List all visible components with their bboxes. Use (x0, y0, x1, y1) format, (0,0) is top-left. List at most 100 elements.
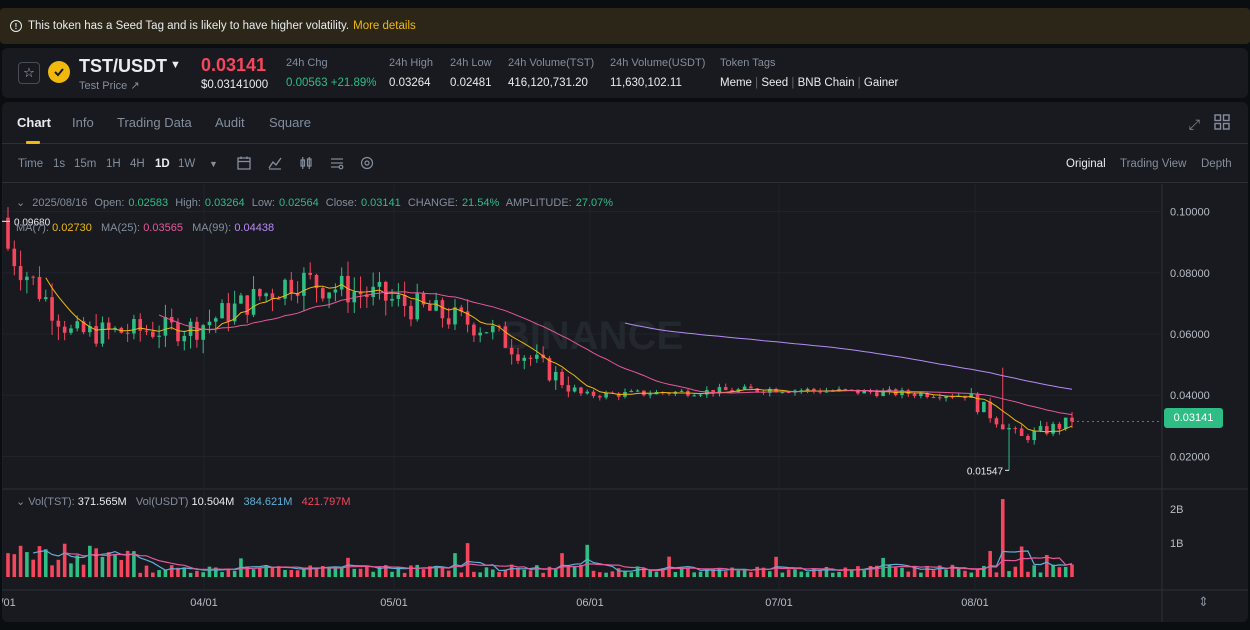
y-tick-label: 0.02000 (1170, 451, 1210, 463)
volume-bar (969, 572, 974, 577)
volume-bar (201, 572, 205, 577)
test-price-link[interactable]: Test Price ↗ (79, 80, 140, 92)
tag-bnb-chain[interactable]: BNB Chain (797, 77, 855, 89)
candle-body (339, 275, 344, 290)
volume-bar (270, 567, 275, 577)
interval-1h[interactable]: 1H (106, 158, 121, 170)
volume-bar (912, 567, 917, 577)
interval-dropdown-icon[interactable]: ▼ (209, 159, 218, 169)
volume-bar (88, 545, 92, 577)
candle-body (163, 316, 168, 336)
y-tick-label: 0.10000 (1170, 207, 1210, 219)
tag-meme[interactable]: Meme (720, 77, 752, 89)
interval-1d[interactable]: 1D (155, 158, 170, 170)
candle-body (528, 357, 533, 359)
candle-body (56, 320, 61, 327)
tag-gainer[interactable]: Gainer (863, 77, 899, 89)
view-trading-view[interactable]: Trading View (1120, 158, 1187, 170)
volume-bar (528, 570, 533, 577)
target-settings-icon[interactable] (360, 156, 374, 173)
indicator-icon[interactable] (268, 156, 282, 173)
collapse-caret-icon[interactable]: ⌄ (16, 197, 26, 209)
volume-bar (220, 572, 224, 577)
collapse-caret-icon[interactable]: ⌄ (16, 496, 26, 508)
volume-bar (660, 568, 665, 577)
volume-bar (761, 567, 766, 577)
interval-time[interactable]: Time (18, 158, 44, 170)
warning-banner: ! This token has a Seed Tag and is likel… (0, 8, 1250, 44)
candle-body (465, 311, 470, 325)
candle-body (434, 300, 438, 311)
candle-body (919, 393, 923, 397)
candle-body (975, 393, 980, 413)
more-details-link[interactable]: More details (353, 20, 416, 32)
candle-body (151, 331, 155, 337)
volume-bar (516, 568, 520, 577)
candle-body (937, 397, 942, 399)
fullscreen-icon[interactable]: ⤢ (1188, 116, 1200, 132)
x-tick-label: 07/01 (765, 597, 793, 609)
view-depth[interactable]: Depth (1201, 158, 1232, 170)
tab-square[interactable]: Square (269, 115, 311, 130)
tab-audit[interactable]: Audit (215, 115, 245, 130)
volume-bar (472, 571, 476, 577)
tab-chart[interactable]: Chart (17, 115, 51, 130)
candle-body (774, 388, 778, 393)
volume-bar (289, 569, 294, 577)
view-original[interactable]: Original (1066, 158, 1106, 170)
pair-selector[interactable]: TST/USDT (79, 56, 167, 76)
interval-15m[interactable]: 15m (74, 158, 97, 170)
interval-1s[interactable]: 1s (53, 158, 66, 170)
auto-scale-icon[interactable]: ⇕ (1198, 594, 1209, 609)
candle-body (900, 390, 904, 396)
candle-type-icon[interactable] (299, 156, 313, 173)
kline-svg[interactable]: 0.10000 0.08000 0.06000 0.04000 0.02000 2B 1B 0… (2, 184, 1248, 622)
volume-bar (711, 569, 715, 577)
candle-body (547, 358, 552, 381)
panel-tabs: Chart Info Trading Data Audit Square ⤢ (2, 102, 1248, 144)
candle-body (314, 274, 319, 289)
candle-body (799, 390, 804, 392)
candle-body (887, 389, 892, 392)
volume-bar (893, 567, 898, 577)
volume-bar (982, 565, 986, 577)
volume-bar (849, 570, 854, 577)
volume-bar (434, 566, 438, 577)
tab-info[interactable]: Info (72, 115, 94, 130)
layout-grid-icon[interactable] (1214, 114, 1230, 133)
volume-bar (686, 568, 690, 577)
candle-body (988, 401, 992, 419)
candle-body (43, 297, 48, 299)
volume-bar (1026, 571, 1030, 577)
volume-bar (1045, 554, 1049, 577)
candle-body (824, 391, 829, 393)
candle-body (188, 321, 193, 336)
candle-body (1070, 417, 1074, 422)
interval-4h[interactable]: 4H (130, 158, 145, 170)
tag-seed[interactable]: Seed (761, 77, 789, 89)
candle-body (1026, 436, 1030, 441)
interval-1w[interactable]: 1W (178, 158, 196, 170)
candle-body (925, 393, 929, 398)
favorite-star-icon[interactable]: ☆ (18, 62, 40, 84)
candle-body (717, 387, 722, 394)
volume-bar (396, 566, 401, 577)
candle-body (1045, 426, 1049, 434)
volume-bar (226, 568, 231, 577)
tab-trading-data[interactable]: Trading Data (117, 115, 192, 130)
volume-bar (157, 570, 161, 577)
kline-chart[interactable]: 0.10000 0.08000 0.06000 0.04000 0.02000 2B 1B 0… (2, 184, 1248, 622)
volume-bar (62, 543, 67, 577)
volume-bar (151, 572, 155, 577)
volume-bar (81, 564, 86, 577)
token-tags: Token Tags Meme | Seed | BNB Chain | Gai… (720, 57, 899, 89)
volume-bar (963, 570, 967, 577)
candle-body (1063, 417, 1068, 429)
candle-body (749, 386, 753, 389)
volume-bar (258, 568, 262, 577)
caret-down-icon[interactable]: ▼ (170, 59, 181, 71)
volume-bar (138, 572, 143, 577)
candle-body (37, 276, 42, 299)
settings-sliders-icon[interactable] (330, 156, 344, 173)
calendar-icon[interactable] (237, 156, 251, 173)
